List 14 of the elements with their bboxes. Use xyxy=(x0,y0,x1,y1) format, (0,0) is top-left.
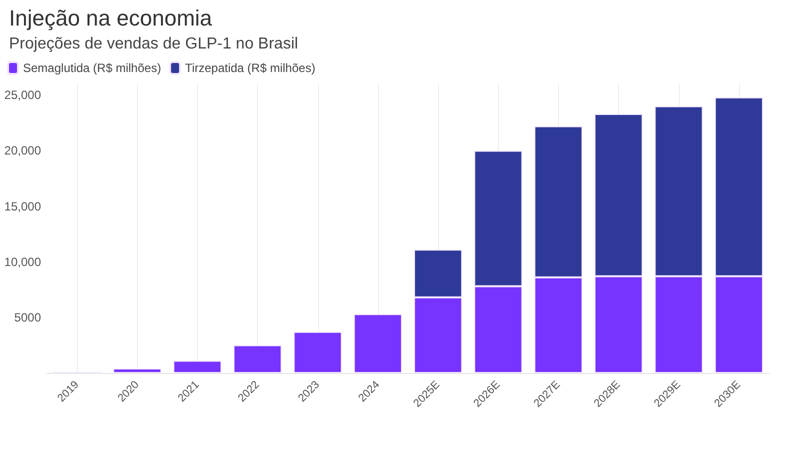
legend-label: Tirzepatida (R$ milhões) xyxy=(185,61,316,75)
legend-label: Semaglutida (R$ milhões) xyxy=(23,61,162,75)
y-tick-label: 15,000 xyxy=(4,199,42,214)
y-tick-label: 25,000 xyxy=(4,88,42,102)
bar xyxy=(354,314,402,373)
bar xyxy=(234,345,282,373)
y-tick-label: 20,000 xyxy=(4,144,42,158)
y-tick-label: 5000 xyxy=(14,310,42,324)
bar xyxy=(173,360,222,373)
bar xyxy=(294,332,342,373)
y-tick-label: 10,000 xyxy=(4,254,42,269)
bar xyxy=(113,368,162,373)
chart-title: Injeção na economia xyxy=(9,6,213,30)
chart-subtitle: Projeções de vendas de GLP-1 no Brasil xyxy=(9,36,298,52)
